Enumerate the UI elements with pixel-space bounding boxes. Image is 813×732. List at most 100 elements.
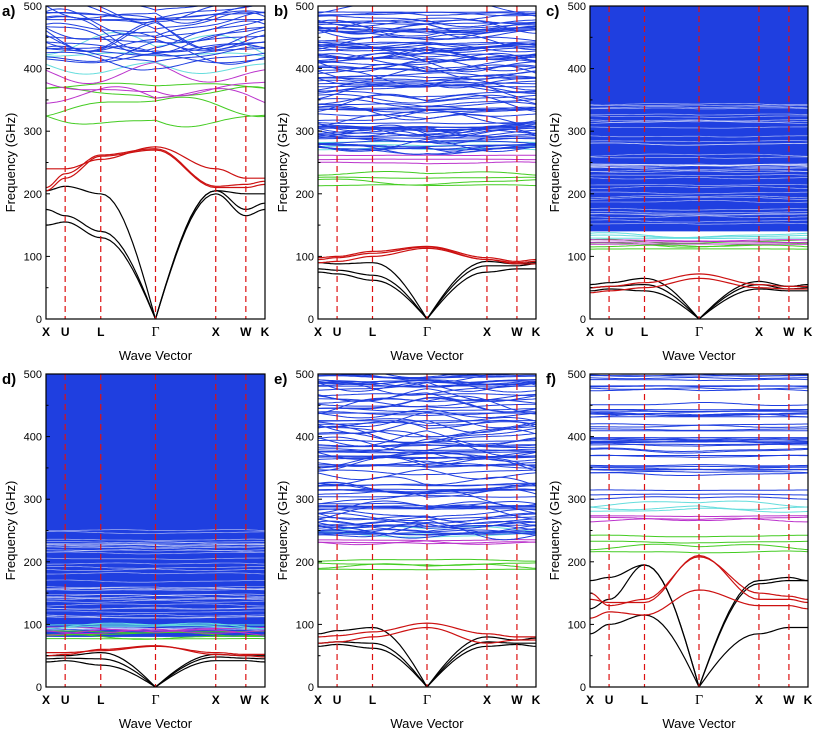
y-axis-title: Frequency (GHz) (547, 113, 562, 213)
x-point-label: L (369, 325, 376, 339)
plot-area (46, 374, 265, 687)
y-tick-label: 100 (296, 251, 314, 263)
x-point-label: K (532, 325, 541, 339)
y-tick-label: 400 (24, 432, 42, 444)
y-tick-label: 200 (568, 557, 586, 569)
y-tick-label: 200 (296, 189, 314, 201)
y-tick-label: 200 (24, 189, 42, 201)
y-tick-label: 100 (296, 619, 314, 631)
y-tick-label: 100 (568, 619, 586, 631)
y-tick-label: 300 (296, 494, 314, 506)
x-axis-title: Wave Vector (390, 348, 464, 363)
y-axis-title: Frequency (GHz) (275, 481, 290, 581)
x-point-label: X (314, 693, 322, 707)
x-point-label: L (97, 693, 104, 707)
x-axis-title: Wave Vector (662, 716, 736, 731)
y-axis-title: Frequency (GHz) (3, 481, 18, 581)
x-point-label: W (511, 693, 523, 707)
x-point-label: W (511, 325, 523, 339)
x-point-label: X (42, 693, 50, 707)
optical-band-line (590, 541, 808, 543)
x-point-label: X (586, 693, 594, 707)
y-tick-label: 300 (568, 494, 586, 506)
acoustic-branch-0 (590, 289, 808, 319)
x-point-label: L (369, 693, 376, 707)
x-point-label: W (240, 325, 252, 339)
x-point-label: X (212, 693, 220, 707)
y-tick-label: 500 (296, 369, 314, 381)
x-point-label: W (240, 693, 252, 707)
x-point-label: X (483, 693, 491, 707)
x-point-label: X (42, 325, 50, 339)
x-point-label: X (755, 693, 763, 707)
y-axis-title: Frequency (GHz) (547, 481, 562, 581)
x-point-label: X (483, 325, 491, 339)
x-point-label: W (783, 693, 795, 707)
x-point-label: X (586, 325, 594, 339)
x-point-label: L (641, 693, 648, 707)
optical-band-line (318, 440, 536, 442)
x-point-label: X (212, 325, 220, 339)
y-tick-label: 200 (24, 557, 42, 569)
y-tick-label: 400 (568, 64, 586, 76)
x-point-label: Γ (151, 325, 159, 340)
optical-band-line (318, 366, 536, 374)
y-tick-label: 300 (24, 126, 42, 138)
x-point-label: L (641, 325, 648, 339)
plot-area (590, 373, 808, 688)
y-axis-title: Frequency (GHz) (3, 113, 18, 213)
y-tick-label: 500 (568, 1, 586, 13)
x-point-label: K (804, 693, 813, 707)
panel-letter: d) (2, 371, 16, 388)
panel-letter: f) (546, 371, 556, 388)
y-tick-label: 100 (24, 251, 42, 263)
phonon-dispersion-figure: 0100200300400500X U L Γ X W KWave VectorFreque… (0, 0, 813, 732)
plot-area (590, 6, 808, 319)
panel-f: 0100200300400500X U L Γ X W KWave VectorFreque… (546, 369, 813, 731)
x-point-label: X (755, 325, 763, 339)
x-point-label: U (61, 693, 70, 707)
y-tick-label: 100 (568, 251, 586, 263)
panel-letter: e) (274, 371, 287, 388)
y-tick-label: 500 (24, 1, 42, 13)
optical-band-line (318, 162, 536, 164)
x-point-label: K (804, 325, 813, 339)
y-tick-label: 200 (568, 189, 586, 201)
x-point-label: X (314, 325, 322, 339)
x-point-label: U (333, 325, 342, 339)
y-tick-label: 500 (296, 1, 314, 13)
x-point-label: K (261, 325, 270, 339)
x-point-label: Γ (423, 325, 431, 340)
y-tick-label: 300 (296, 126, 314, 138)
x-point-label: U (61, 325, 70, 339)
y-tick-label: 100 (24, 619, 42, 631)
y-tick-label: 500 (24, 369, 42, 381)
x-point-label: W (783, 325, 795, 339)
x-point-label: Γ (151, 693, 159, 708)
y-tick-label: 500 (568, 369, 586, 381)
optical-band-line (590, 551, 808, 553)
x-point-label: Γ (695, 693, 703, 708)
y-tick-label: 200 (296, 557, 314, 569)
y-tick-label: 400 (24, 64, 42, 76)
x-point-label: U (605, 693, 614, 707)
y-tick-label: 300 (24, 494, 42, 506)
x-point-label: Γ (423, 693, 431, 708)
plot-area (318, 366, 536, 687)
optical-band-line (318, 172, 536, 176)
x-axis-title: Wave Vector (119, 716, 193, 731)
x-axis-title: Wave Vector (390, 716, 464, 731)
plot-frame (590, 374, 808, 687)
y-axis-title: Frequency (GHz) (275, 113, 290, 213)
y-tick-label: 400 (296, 432, 314, 444)
x-axis-title: Wave Vector (662, 348, 736, 363)
x-axis-title: Wave Vector (119, 348, 193, 363)
y-tick-label: 400 (568, 432, 586, 444)
y-tick-label: 400 (296, 64, 314, 76)
optical-band-line (590, 471, 808, 472)
panel-letter: a) (2, 3, 15, 20)
